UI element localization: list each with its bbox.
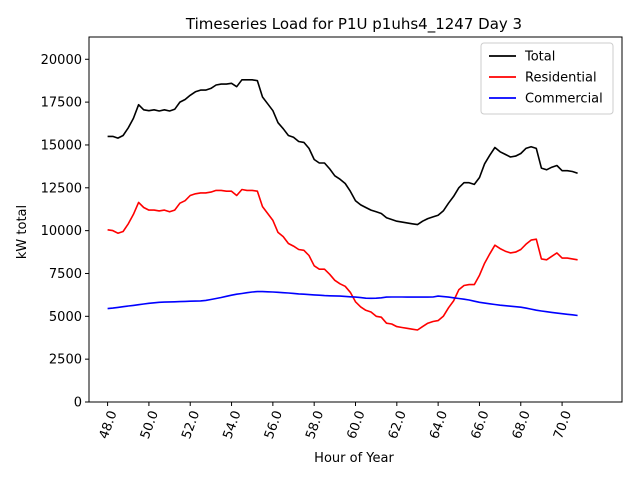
y-tick-label: 15000 <box>41 138 82 153</box>
y-tick-label: 10000 <box>41 224 82 239</box>
y-axis-label: kW total <box>15 205 30 259</box>
y-tick-label: 20000 <box>41 53 82 68</box>
series-group <box>107 79 578 331</box>
y-tick-label: 5000 <box>49 310 82 325</box>
y-tick-label: 17500 <box>41 96 82 111</box>
legend: Total Residential Commercial <box>480 42 614 115</box>
y-axis: 0 2500 5000 7500 10000 12500 15000 17500 20000 <box>41 53 89 411</box>
chart-title: Timeseries Load for P1U p1uhs4_1247 Day … <box>185 15 522 34</box>
x-axis-label: Hour of Year <box>314 451 394 466</box>
legend-label-total: Total <box>524 50 555 65</box>
y-tick-label: 7500 <box>49 267 82 282</box>
y-tick-label: 2500 <box>49 353 82 368</box>
series-line-residential <box>107 188 578 331</box>
legend-box <box>480 42 614 115</box>
y-tick-label: 0 <box>74 396 82 411</box>
legend-label-commercial: Commercial <box>525 92 603 107</box>
legend-label-residential: Residential <box>525 71 597 86</box>
series-line-commercial <box>107 290 578 317</box>
y-tick-label: 12500 <box>41 181 82 196</box>
series-line-total <box>107 79 578 226</box>
